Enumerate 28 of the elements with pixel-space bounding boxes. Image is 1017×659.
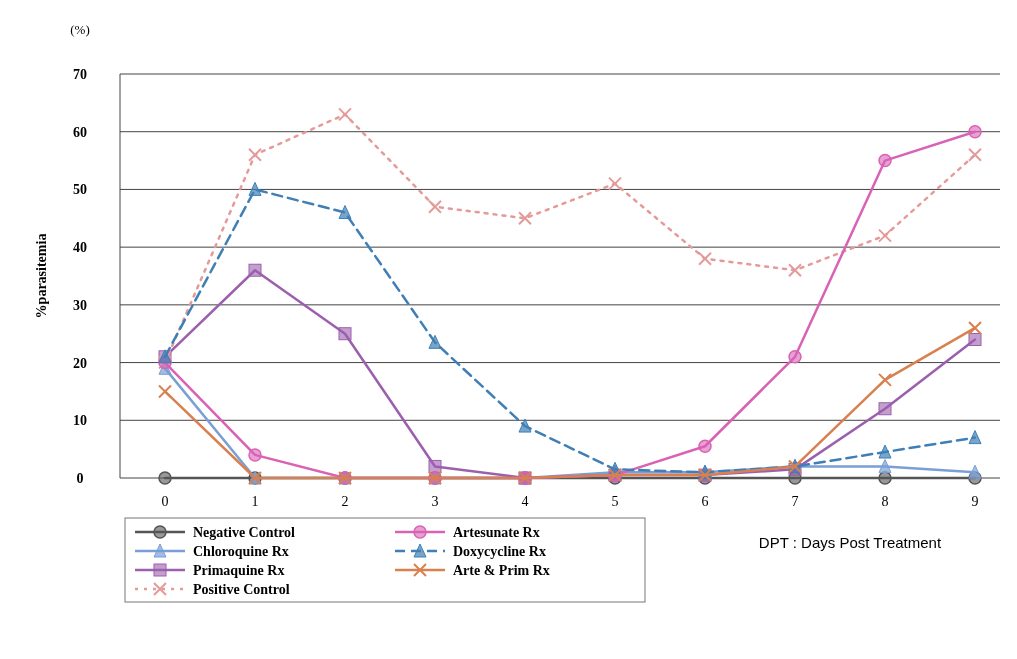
x-tick-label: 1 <box>251 494 259 509</box>
legend-label: Chloroquine Rx <box>193 544 289 559</box>
legend-label: Arte & Prim Rx <box>453 563 550 578</box>
x-tick-label: 2 <box>341 494 349 509</box>
x-tick-label: 3 <box>431 494 439 509</box>
x-tick-label: 6 <box>701 494 709 509</box>
legend-label: Doxycycline Rx <box>453 544 546 559</box>
y-tick-label: 30 <box>73 297 87 313</box>
y-tick-label: 70 <box>73 67 87 82</box>
x-tick-label: 9 <box>971 494 979 509</box>
y-tick-label: 50 <box>73 182 87 198</box>
y-tick-label: 10 <box>73 413 87 429</box>
x-tick-label: 4 <box>521 494 529 509</box>
x-tick-label: 5 <box>611 494 619 509</box>
y-tick-label: 40 <box>73 240 87 256</box>
x-tick-label: 0 <box>161 494 169 509</box>
legend-label: Positive Control <box>193 582 290 597</box>
y-tick-label: 20 <box>73 355 87 371</box>
x-tick-label: 7 <box>791 494 799 509</box>
legend-label: Primaquine Rx <box>193 563 285 578</box>
y-axis-title: %parasitemia <box>34 233 49 319</box>
y-tick-label: 60 <box>73 124 87 140</box>
y-tick-label: 0 <box>76 471 84 486</box>
legend-label: Negative Control <box>193 525 296 540</box>
text: (%) <box>70 22 90 37</box>
x-tick-label: 8 <box>881 494 889 509</box>
legend-label: Artesunate Rx <box>453 525 540 540</box>
text: DPT : Days Post Treatment <box>758 534 942 551</box>
